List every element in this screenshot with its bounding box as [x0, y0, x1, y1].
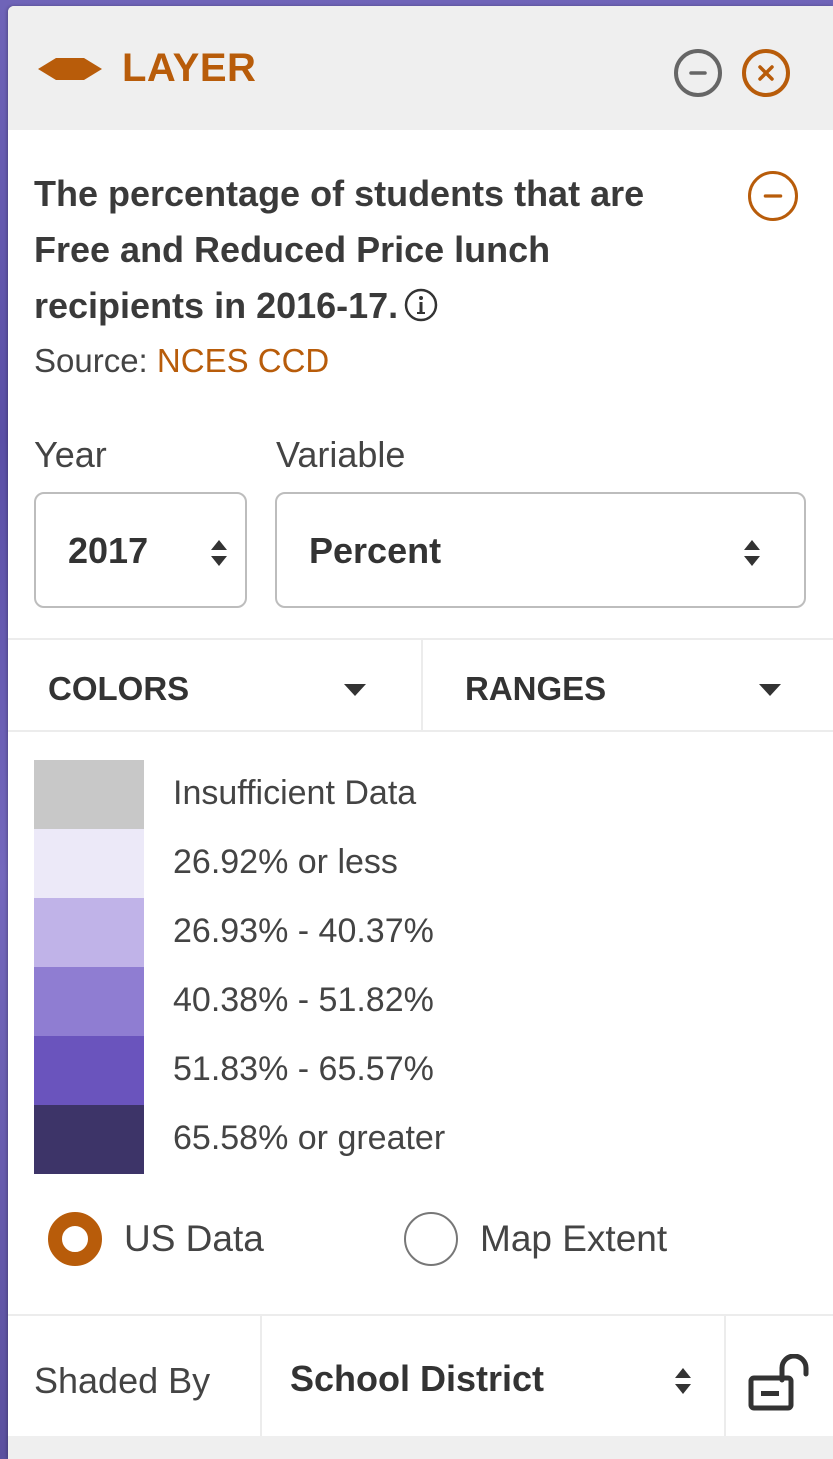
panel-title: LAYER [122, 46, 257, 90]
collapse-description-button[interactable] [748, 171, 798, 221]
close-panel-button[interactable] [742, 49, 790, 97]
layer-icon [38, 58, 102, 80]
variable-label: Variable [276, 434, 406, 475]
source-label: Source: [34, 342, 148, 379]
us-data-label[interactable]: US Data [124, 1218, 264, 1259]
legend-swatch [34, 1105, 144, 1174]
shaded-by-value: School District [290, 1358, 545, 1399]
legend-swatch [34, 829, 144, 898]
map-extent-label[interactable]: Map Extent [480, 1218, 668, 1259]
shaded-by-select[interactable]: School District [260, 1316, 726, 1436]
colors-dropdown-label: COLORS [48, 670, 190, 707]
panel-header: LAYER [8, 6, 833, 130]
year-label: Year [34, 434, 107, 475]
legend-swatch [34, 967, 144, 1036]
layer-panel: LAYER The percentage of students that ar… [8, 6, 833, 1459]
legend-label: 26.93% - 40.37% [173, 912, 434, 950]
unlocked-padlock-icon[interactable] [748, 1354, 810, 1412]
legend-label: Insufficient Data [173, 774, 417, 812]
us-data-radio[interactable] [48, 1212, 102, 1266]
legend-label: 40.38% - 51.82% [173, 981, 434, 1019]
ranges-dropdown-label: RANGES [465, 670, 607, 707]
info-icon[interactable] [404, 288, 438, 322]
caret-down-icon [759, 684, 781, 696]
legend-swatch [34, 760, 144, 829]
sort-arrows-icon [675, 1368, 691, 1394]
map-extent-radio[interactable] [404, 1212, 458, 1266]
legend-label: 51.83% - 65.57% [173, 1050, 434, 1088]
variable-select[interactable]: Percent [275, 492, 806, 608]
panel-bottom-strip [8, 1436, 833, 1459]
sort-arrows-icon [744, 540, 760, 566]
source-link[interactable]: NCES CCD [156, 342, 330, 379]
year-select[interactable]: 2017 [34, 492, 247, 608]
legend-label: 65.58% or greater [173, 1119, 446, 1157]
description-text: The percentage of students that are Free… [34, 173, 645, 326]
shaded-by-label: Shaded By [34, 1360, 211, 1401]
minus-icon [763, 194, 783, 198]
minimize-panel-button[interactable] [674, 49, 722, 97]
legend-swatch [34, 898, 144, 967]
shaded-by-bar: Shaded By School District [8, 1314, 833, 1436]
layer-description: The percentage of students that are Free… [34, 166, 714, 334]
source-line: Source: NCES CCD [34, 342, 329, 380]
year-select-value: 2017 [68, 530, 149, 571]
variable-select-value: Percent [309, 530, 442, 571]
colors-dropdown[interactable]: COLORS [8, 640, 423, 730]
caret-down-icon [344, 684, 366, 696]
close-icon [758, 65, 774, 81]
minus-icon [689, 71, 707, 75]
legend-options-bar: COLORS RANGES [8, 638, 833, 732]
ranges-dropdown[interactable]: RANGES [423, 640, 833, 730]
legend-label: 26.92% or less [173, 843, 398, 881]
legend-swatch [34, 1036, 144, 1105]
sort-arrows-icon [211, 540, 227, 566]
